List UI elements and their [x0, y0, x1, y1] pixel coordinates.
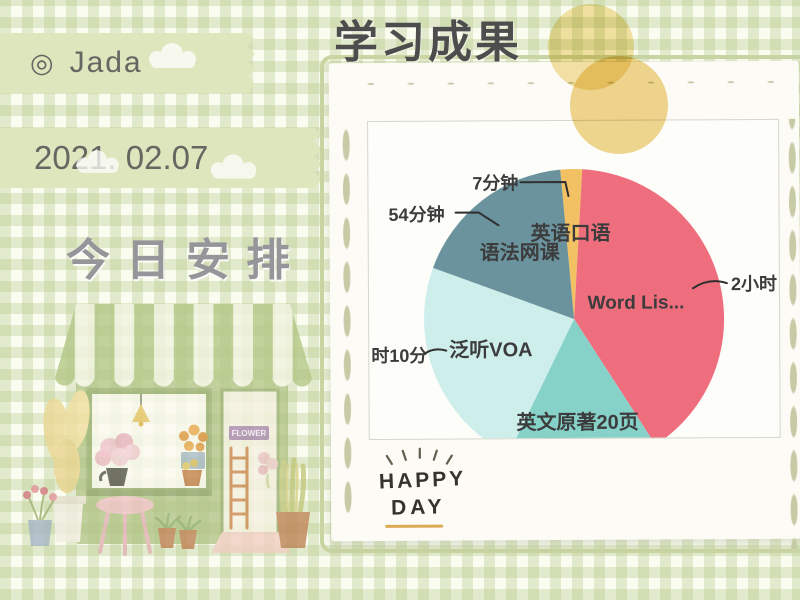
segment-label-0: 英语口语 — [531, 221, 611, 245]
pie-slice-2 — [508, 318, 656, 441]
segment-time-label-3: 时10分 — [371, 346, 427, 366]
bullseye-icon: ◎ — [30, 47, 56, 78]
cloud-icon — [210, 154, 257, 179]
happy-text: HAPPY — [378, 467, 467, 494]
segment-label-2: 英文原著20页 — [516, 410, 638, 435]
page-title: 学习成果 — [334, 18, 522, 67]
shop-window — [86, 388, 212, 496]
leader-line-1 — [691, 280, 728, 290]
chart-area: 英语口语 7分钟 Word Lis... 2小时英文原著20页 泛听VOA 时10分 语法网… — [367, 118, 781, 441]
shop-door: FLOWER — [220, 388, 280, 540]
pink-stool — [96, 496, 154, 556]
leader-line-3 — [422, 348, 448, 356]
segment-label-1: Word Lis... — [588, 292, 685, 314]
tall-yellow-plant — [43, 390, 90, 542]
small-window-plant — [182, 459, 202, 486]
happy-day-sticker: HAPPY DAY — [378, 447, 469, 528]
ladder — [229, 446, 249, 530]
cloud-icon — [149, 43, 196, 68]
journal-date: 2021. 02.07 — [34, 139, 209, 176]
pie-slice-0 — [560, 169, 583, 319]
snake-plant — [276, 457, 310, 548]
pie-slice-3 — [424, 267, 575, 441]
schedule-heading: 今日安排 — [66, 236, 306, 285]
flower-sign — [229, 426, 269, 440]
rays-icon — [385, 447, 453, 466]
user-name: Jada — [69, 46, 143, 79]
segment-time-label-0: 7分钟 — [472, 172, 518, 193]
striped-awning — [55, 304, 312, 387]
day-text: DAY — [390, 495, 446, 520]
segment-time-label-1: 2小时 — [731, 274, 777, 294]
red-leaf-plant — [23, 485, 57, 546]
name-tape: ◎ Jada — [0, 33, 256, 93]
flower-shop-illustration: FLOWER — [23, 304, 312, 556]
date-tape: 2021. 02.07 — [0, 128, 324, 188]
pink-bouquet — [95, 433, 140, 486]
yellow-circle-decoration — [570, 56, 668, 154]
cloud-icon — [76, 150, 119, 173]
segment-time-label-4: 54分钟 — [388, 204, 444, 225]
pendant-lamp — [132, 394, 150, 427]
polaroid-card: 英语口语 7分钟 Word Lis... 2小时英文原著20页 泛听VOA 时10分 语法网… — [328, 60, 800, 549]
potted-plants — [154, 512, 202, 549]
dot-border-right — [787, 118, 800, 549]
leader-line-0 — [519, 180, 570, 197]
dot-border-left — [341, 121, 354, 522]
doormat — [211, 532, 291, 553]
segment-label-4: 语法网课 — [480, 240, 561, 264]
pie-slice-1 — [574, 169, 725, 441]
flower-sign-text: FLOWER — [232, 429, 267, 438]
leader-line-4 — [454, 211, 500, 227]
pie-slice-4 — [433, 169, 575, 319]
hanging-plant — [258, 452, 278, 489]
sticker-underline — [385, 524, 444, 528]
segment-label-3: 泛听VOA — [449, 338, 532, 361]
